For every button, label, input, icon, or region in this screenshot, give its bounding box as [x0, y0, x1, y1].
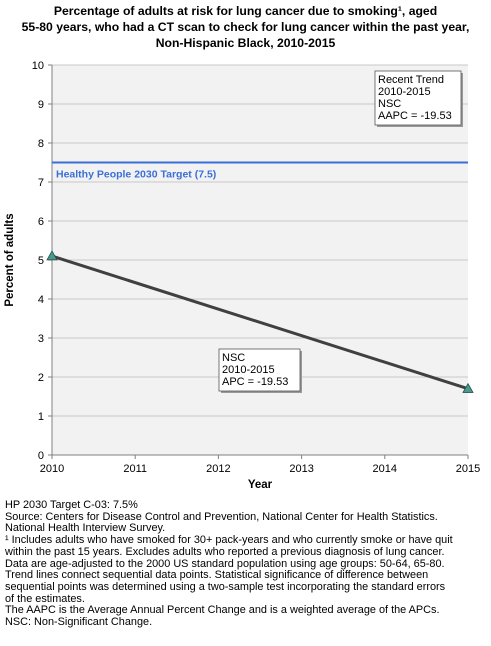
y-tick-label: 7 — [38, 177, 44, 189]
segment-annotation-text: NSC — [222, 352, 245, 364]
y-tick-label: 2 — [38, 372, 44, 384]
x-axis-label: Year — [248, 479, 273, 491]
x-tick-label: 2014 — [373, 463, 397, 475]
recent-trend-annotation-text: 2010-2015 — [378, 86, 431, 98]
recent-trend-annotation-text: NSC — [378, 98, 401, 110]
y-tick-label: 5 — [38, 255, 44, 267]
recent-trend-annotation-box — [374, 70, 462, 126]
footnote-line: Data are age-adjusted to the 2000 US sta… — [5, 557, 445, 570]
x-tick-label: 2012 — [206, 463, 230, 475]
chart-title-line-3: Non-Hispanic Black, 2010-2015 — [155, 36, 336, 50]
segment-annotation-text: APC = -19.53 — [222, 376, 288, 388]
footnote-line: Trend lines connect sequential data poin… — [5, 569, 429, 582]
footnote-line: The AAPC is the Average Annual Percent C… — [5, 604, 440, 617]
y-tick-label: 4 — [38, 294, 44, 306]
y-tick-label: 0 — [38, 450, 44, 462]
target-line-label: Healthy People 2030 Target (7.5) — [56, 169, 216, 181]
y-tick-label: 1 — [38, 411, 44, 423]
chart-title-line-2: 55-80 years, who had a CT scan to check … — [21, 20, 470, 34]
footnote-line: National Health Interview Survey. — [5, 522, 166, 535]
y-tick-label: 3 — [38, 333, 44, 345]
footnote-line: HP 2030 Target C-03: 7.5% — [5, 499, 138, 511]
footnote-line: of the estimates. — [5, 592, 85, 605]
footnote-line: within the past 15 years. Excludes adult… — [5, 545, 445, 558]
x-tick-label: 2011 — [123, 463, 147, 475]
chart-title: Percentage of adults at risk for lung ca… — [0, 3, 491, 51]
y-tick-label: 8 — [38, 138, 44, 150]
recent-trend-annotation-text: Recent Trend — [378, 74, 444, 86]
recent-trend-annotation-text: AAPC = -19.53 — [378, 110, 452, 122]
y-axis-label: Percent of adults — [4, 213, 16, 306]
y-tick-label: 10 — [32, 60, 44, 72]
series-line — [51, 254, 469, 391]
footnotes: HP 2030 Target C-03: 7.5% Source: Center… — [5, 499, 489, 629]
footnote-line: NSC: Non-Significant Change. — [5, 616, 153, 629]
y-tick-label: 6 — [38, 216, 44, 228]
x-tick-label: 2010 — [40, 463, 64, 475]
data-point — [46, 250, 58, 261]
x-tick-label: 2015 — [456, 463, 480, 475]
footnote-line: Source: Centers for Disease Control and … — [5, 510, 438, 523]
y-tick-label: 9 — [38, 99, 44, 111]
footnote-line: ¹ Includes adults who have smoked for 30… — [5, 534, 453, 547]
chart-title-line-1: Percentage of adults at risk for lung ca… — [53, 4, 438, 18]
chart: 0 1 2 3 4 5 6 7 8 9 10 2010 2011 2012 2013 2014 2015 Year… — [4, 60, 480, 491]
segment-annotation-text: 2010-2015 — [222, 364, 275, 376]
footnote-line: sequential points was determined using a… — [5, 580, 446, 593]
data-point — [462, 382, 474, 393]
segment-annotation-box — [218, 348, 301, 392]
x-tick-label: 2013 — [289, 463, 313, 475]
